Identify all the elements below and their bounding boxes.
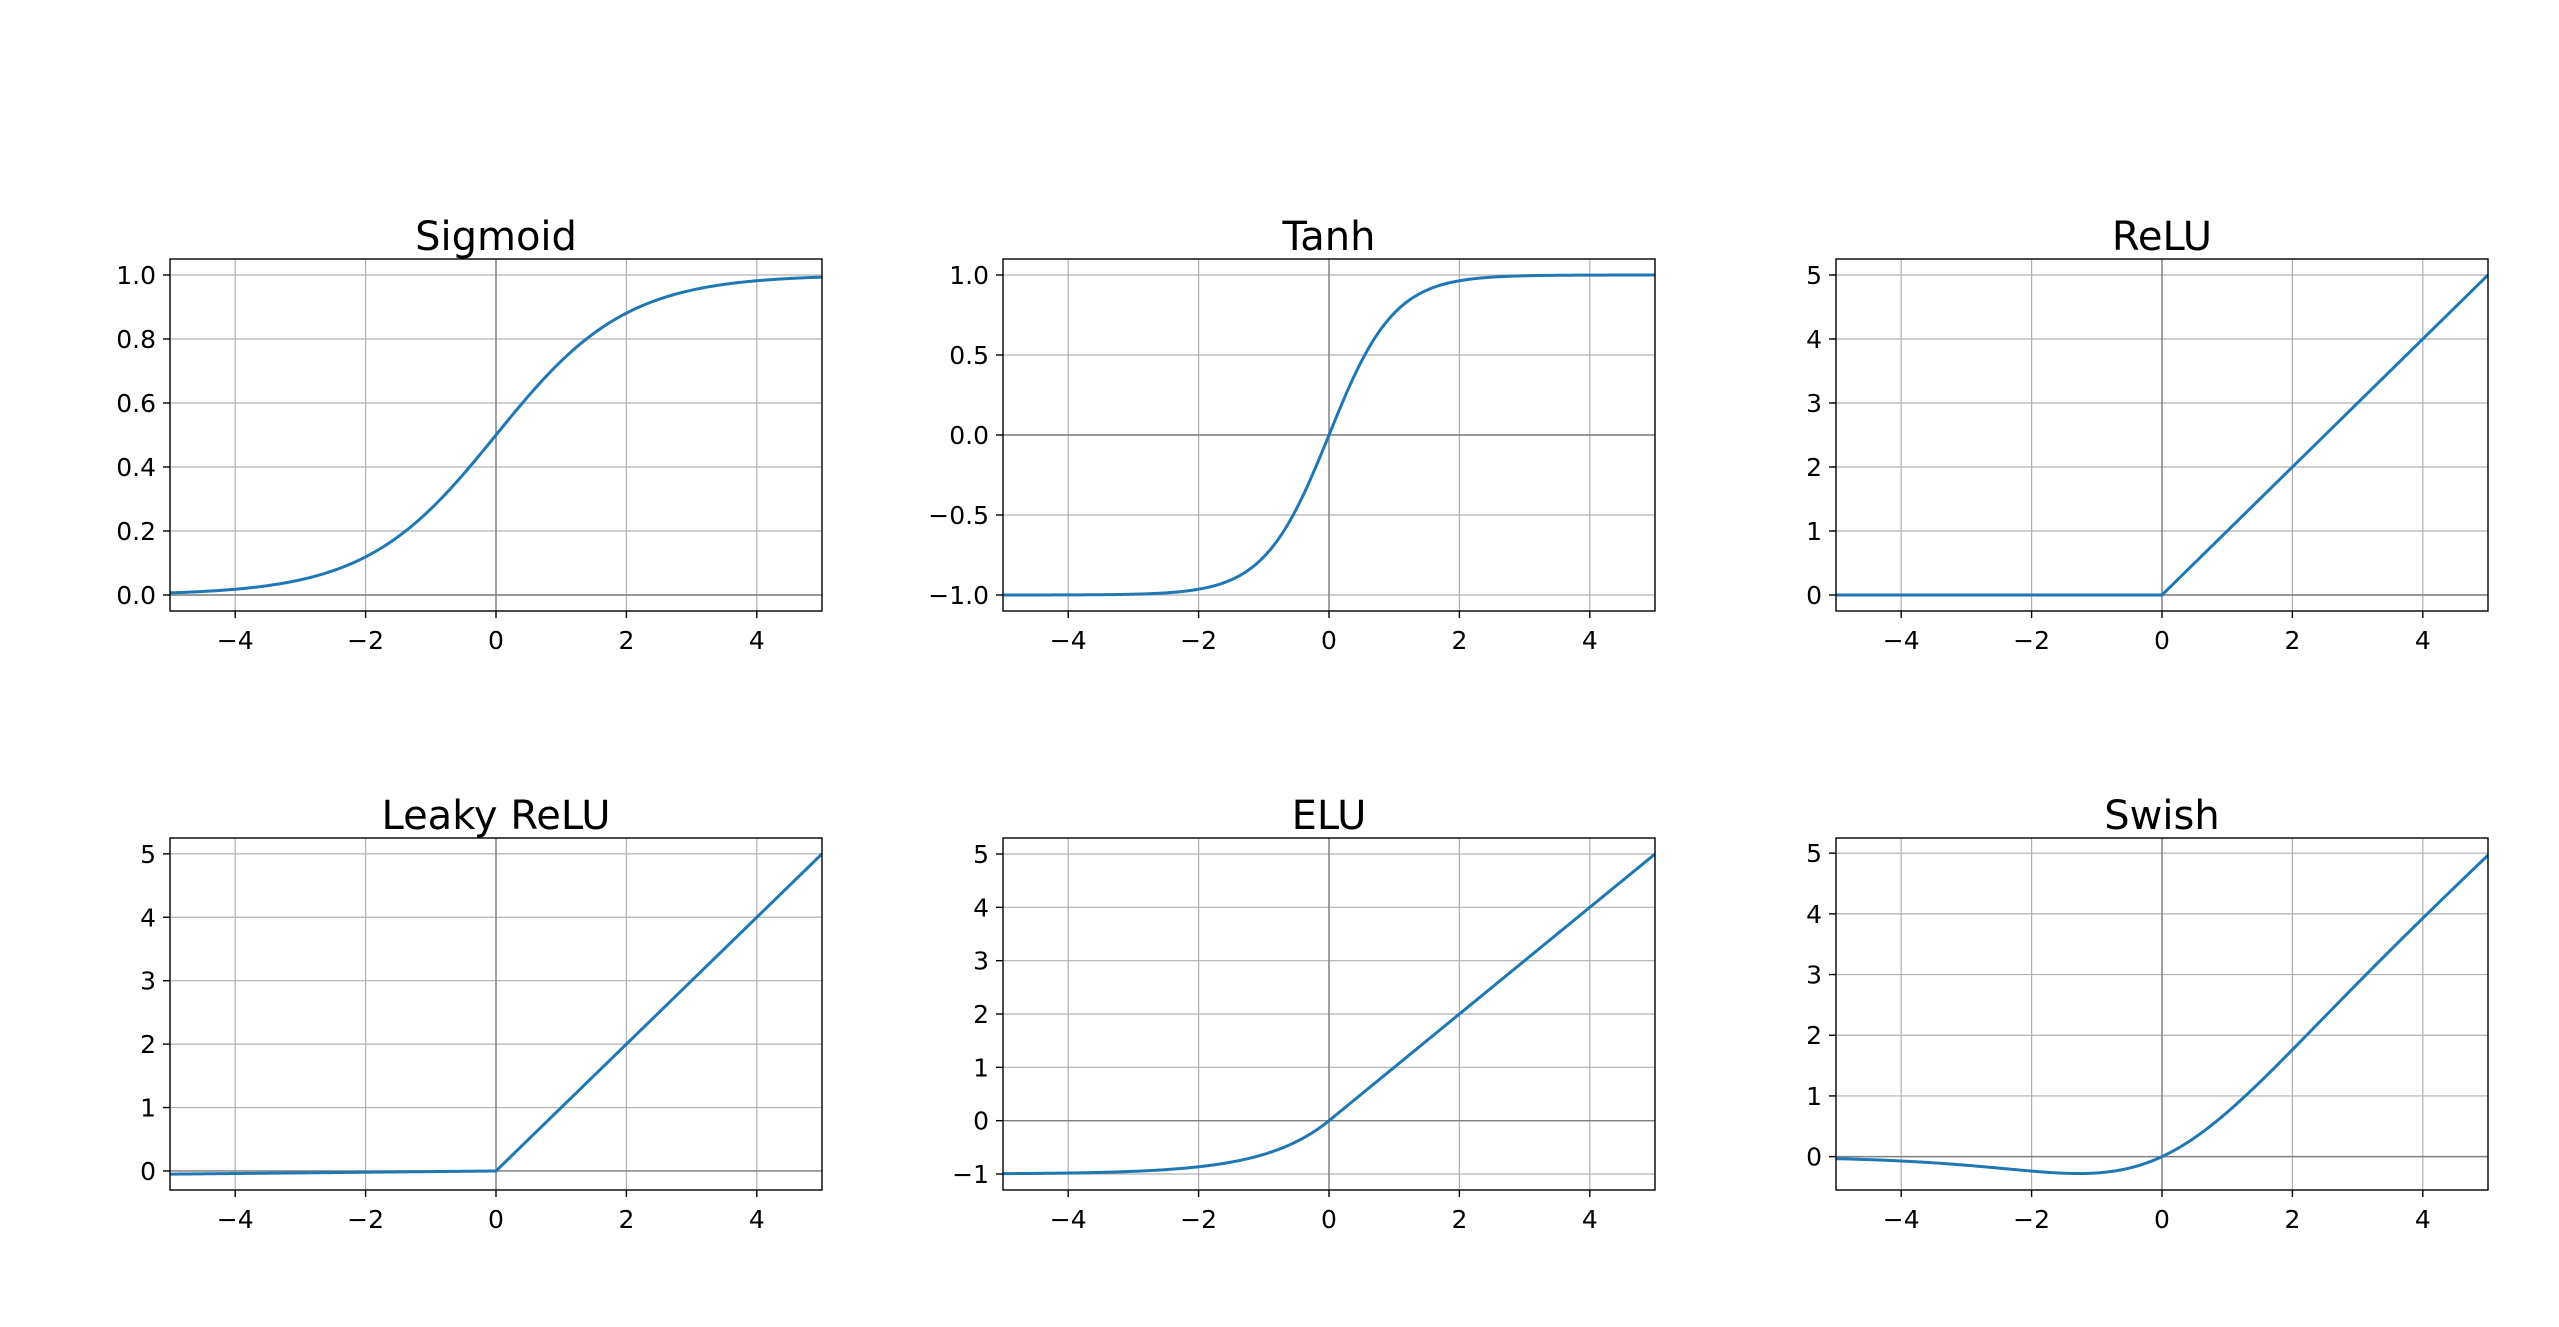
chart-title: Swish	[2104, 793, 2219, 839]
series-line-swish	[1836, 854, 2488, 1176]
chart-title: Tanh	[1281, 214, 1375, 260]
x-tick-label: 4	[1582, 1205, 1598, 1234]
y-tick-label: 1.0	[949, 261, 989, 290]
y-tick-label: 2	[973, 1000, 989, 1029]
x-tick-label: −4	[217, 1205, 254, 1234]
x-tick-label: 2	[618, 1205, 634, 1234]
x-tick-label: −4	[1883, 1205, 1920, 1234]
x-tick-label: 0	[488, 1205, 504, 1234]
y-tick-label: 2	[1806, 453, 1822, 482]
x-tick-label: 2	[618, 626, 634, 655]
x-tick-label: −4	[1050, 1205, 1087, 1234]
y-tick-label: −1	[952, 1160, 989, 1189]
y-tick-label: 0	[973, 1107, 989, 1136]
x-tick-label: −2	[347, 626, 384, 655]
series-line-leaky-relu	[170, 852, 822, 1176]
chart-title: Leaky ReLU	[381, 793, 610, 839]
y-tick-label: 3	[1806, 389, 1822, 418]
y-tick-label: 3	[140, 967, 156, 996]
y-tick-label: −1.0	[928, 581, 989, 610]
subplot-tanh: −4 −2 0 2 4 −1.0 −0.5 0.0 0.5 1.0 Tanh	[928, 214, 1656, 655]
subplot-sigmoid: −4 −2 0 2 4 0.0 0.2 0.4 0.6 0.8 1.0 Sigmoid	[116, 214, 823, 655]
y-tick-label: 1	[140, 1094, 156, 1123]
y-tick-label: 4	[1806, 325, 1822, 354]
x-tick-label: 2	[2284, 626, 2300, 655]
y-tick-label: 1.0	[116, 261, 156, 290]
x-tick-label: −2	[347, 1205, 384, 1234]
y-tick-label: 0.0	[949, 421, 989, 450]
y-tick-label: 1	[973, 1053, 989, 1082]
x-tick-label: 0	[488, 626, 504, 655]
subplot-leaky-relu: −4 −2 0 2 4 0 1 2 3 4 5 Leaky ReLU	[140, 793, 823, 1234]
y-tick-label: 4	[973, 893, 989, 922]
y-tick-label: 0	[1806, 1143, 1822, 1172]
y-tick-label: 0.5	[949, 341, 989, 370]
x-tick-label: 4	[749, 626, 765, 655]
chart-title: ELU	[1292, 793, 1367, 839]
x-tick-label: 0	[1321, 626, 1337, 655]
y-tick-label: 4	[140, 903, 156, 932]
x-tick-label: −4	[217, 626, 254, 655]
y-tick-label: 0	[140, 1157, 156, 1186]
y-tick-label: 4	[1806, 900, 1822, 929]
x-tick-label: 0	[2154, 1205, 2170, 1234]
y-tick-label: 0.4	[116, 453, 156, 482]
y-tick-label: 1	[1806, 1082, 1822, 1111]
subplot-elu: −4 −2 0 2 4 −1 0 1 2 3 4 5 ELU	[952, 793, 1656, 1234]
x-tick-label: −4	[1883, 626, 1920, 655]
y-tick-label: 5	[140, 840, 156, 869]
series-line-elu	[1003, 852, 1655, 1176]
x-tick-label: 4	[2415, 626, 2431, 655]
subplot-relu: −4 −2 0 2 4 0 1 2 3 4 5 ReLU	[1806, 214, 2489, 655]
y-tick-label: 0.0	[116, 581, 156, 610]
y-tick-label: 5	[1806, 839, 1822, 868]
y-tick-label: 2	[1806, 1021, 1822, 1050]
series-line-sigmoid	[170, 275, 822, 595]
y-tick-label: 1	[1806, 517, 1822, 546]
x-tick-label: 0	[2154, 626, 2170, 655]
y-tick-label: 2	[140, 1030, 156, 1059]
chart-title: ReLU	[2112, 214, 2212, 260]
x-tick-label: −2	[2013, 626, 2050, 655]
x-tick-label: −2	[2013, 1205, 2050, 1234]
y-tick-label: 0.8	[116, 325, 156, 354]
y-tick-label: 3	[973, 947, 989, 976]
x-tick-label: 2	[2284, 1205, 2300, 1234]
x-tick-label: −2	[1180, 1205, 1217, 1234]
x-tick-label: 4	[1582, 626, 1598, 655]
y-tick-label: 5	[973, 840, 989, 869]
y-tick-label: 0.2	[116, 517, 156, 546]
x-tick-label: 4	[2415, 1205, 2431, 1234]
x-tick-label: −4	[1050, 626, 1087, 655]
x-tick-label: −2	[1180, 626, 1217, 655]
series-line-relu	[1836, 273, 2488, 597]
y-tick-label: 5	[1806, 261, 1822, 290]
y-tick-label: −0.5	[928, 501, 989, 530]
y-tick-label: 3	[1806, 961, 1822, 990]
chart-title: Sigmoid	[415, 214, 577, 260]
x-tick-label: 2	[1451, 626, 1467, 655]
y-tick-label: 0.6	[116, 389, 156, 418]
x-tick-label: 2	[1451, 1205, 1467, 1234]
x-tick-label: 4	[749, 1205, 765, 1234]
y-tick-label: 0	[1806, 581, 1822, 610]
subplot-swish: −4 −2 0 2 4 0 1 2 3 4 5 Swish	[1806, 793, 2489, 1234]
x-tick-label: 0	[1321, 1205, 1337, 1234]
series-line-tanh	[1003, 273, 1655, 597]
